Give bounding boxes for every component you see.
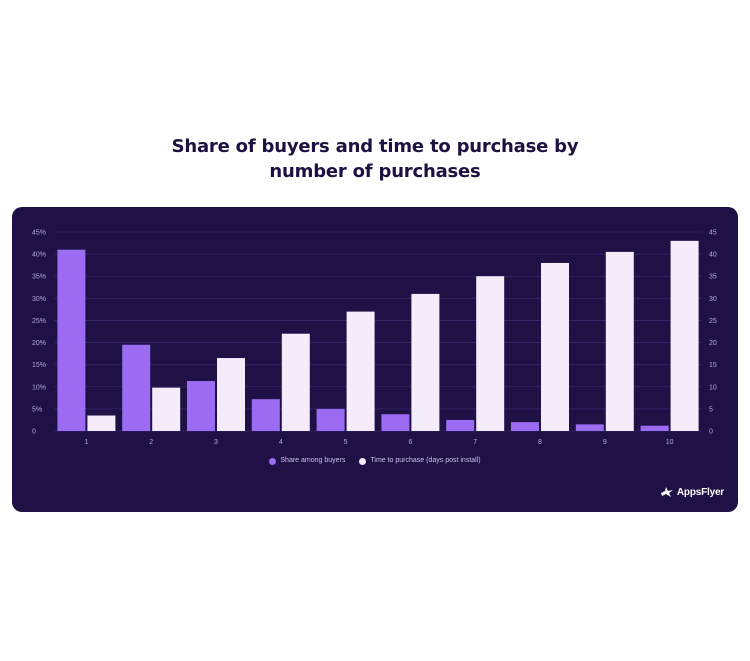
bar-share-7 [446,419,475,431]
y-right-tick-label: 45 [709,230,717,237]
bar-time-5 [346,311,375,431]
x-tick-label: 2 [149,439,153,446]
y-right-tick-label: 10 [709,384,717,391]
x-ticks: 1 2 3 4 5 6 7 8 9 10 [84,439,673,446]
y-left-ticks: 0 5% 10% 15% 20% 25% 30% 35% 40% 45% [32,230,46,436]
bar-share-2 [122,344,151,431]
chart-title-line-2: number of purchases [269,161,481,182]
bar-time-6 [411,293,440,431]
bird-logo-icon [660,487,673,497]
bar-share-6 [381,414,410,431]
y-left-tick-label: 0 [32,429,36,436]
bar-share-9 [575,424,604,431]
legend-label-time: Time to purchase (days post install) [370,457,481,464]
bar-time-7 [476,276,505,431]
bar-share-3 [187,381,215,431]
y-right-tick-label: 20 [709,340,717,347]
bar-time-4 [281,333,310,431]
bar-share-5 [316,408,345,431]
brand-name: AppsFlyer [676,486,724,498]
y-left-tick-label: 40% [32,252,46,259]
y-right-tick-label: 40 [709,252,717,259]
gridlines [54,231,702,432]
y-right-tick-label: 0 [709,429,713,436]
legend: Share among buyers Time to purchase (day… [12,456,738,466]
bar-time-9 [605,251,634,431]
x-tick-label: 10 [666,439,674,446]
legend-swatch-time [359,457,367,465]
y-right-tick-label: 5 [709,406,713,413]
x-tick-label: 3 [214,439,218,446]
bar-time-10 [670,240,699,431]
x-tick-label: 9 [603,439,607,446]
bar-time-8 [541,262,569,431]
bar-chart: 05%10%15%20%25%30%35%40%45% 051015202530… [32,230,717,447]
x-tick-label: 8 [538,439,542,446]
y-right-tick-label: 15 [709,362,717,369]
y-left-tick-label: 25% [32,318,46,325]
x-tick-label: 7 [473,439,477,446]
bar-share-10 [640,425,669,431]
chart-title-line-1: Share of buyers and time to purchase by [171,136,579,157]
legend-label-share: Share among buyers [280,457,346,464]
x-tick-label: 6 [408,439,412,446]
y-left-tick-label: 45% [32,230,46,237]
y-right-tick-label: 30 [709,296,717,303]
y-left-tick-label: 30% [32,296,46,303]
y-right-tick-label: 35 [709,274,717,281]
y-left-tick-label: 20% [32,340,46,347]
y-left-tick-label: 5% [32,406,42,413]
bars [57,240,699,431]
x-tick-label: 1 [84,439,88,446]
x-tick-label: 4 [279,439,283,446]
bar-share-4 [251,399,280,431]
y-left-tick-label: 15% [32,362,46,369]
legend-swatch-share [269,457,277,465]
y-left-tick-label: 35% [32,274,46,281]
chart-card: 0 5% 10% 15% 20% 25% 30% 35% 40% 45% 0 5 10 15 20 25 30… [12,207,738,512]
appsflyer-logo: AppsFlyer [660,486,724,498]
y-right-tick-label: 25 [709,318,717,325]
legend-item-share: Share among buyers [269,456,345,466]
bar-time-2 [152,387,181,431]
chart-title: Share of buyers and time to purchase by … [0,134,750,184]
y-right-ticks: 0 5 10 15 20 25 30 35 40 45 [709,230,717,436]
x-tick-label: 5 [344,439,348,446]
y-left-tick-label: 10% [32,384,46,391]
bar-share-8 [511,422,539,431]
bar-time-3 [217,358,245,431]
bar-time-1 [87,415,116,431]
bar-share-1 [57,249,86,431]
legend-item-time: Time to purchase (days post install) [359,456,481,466]
